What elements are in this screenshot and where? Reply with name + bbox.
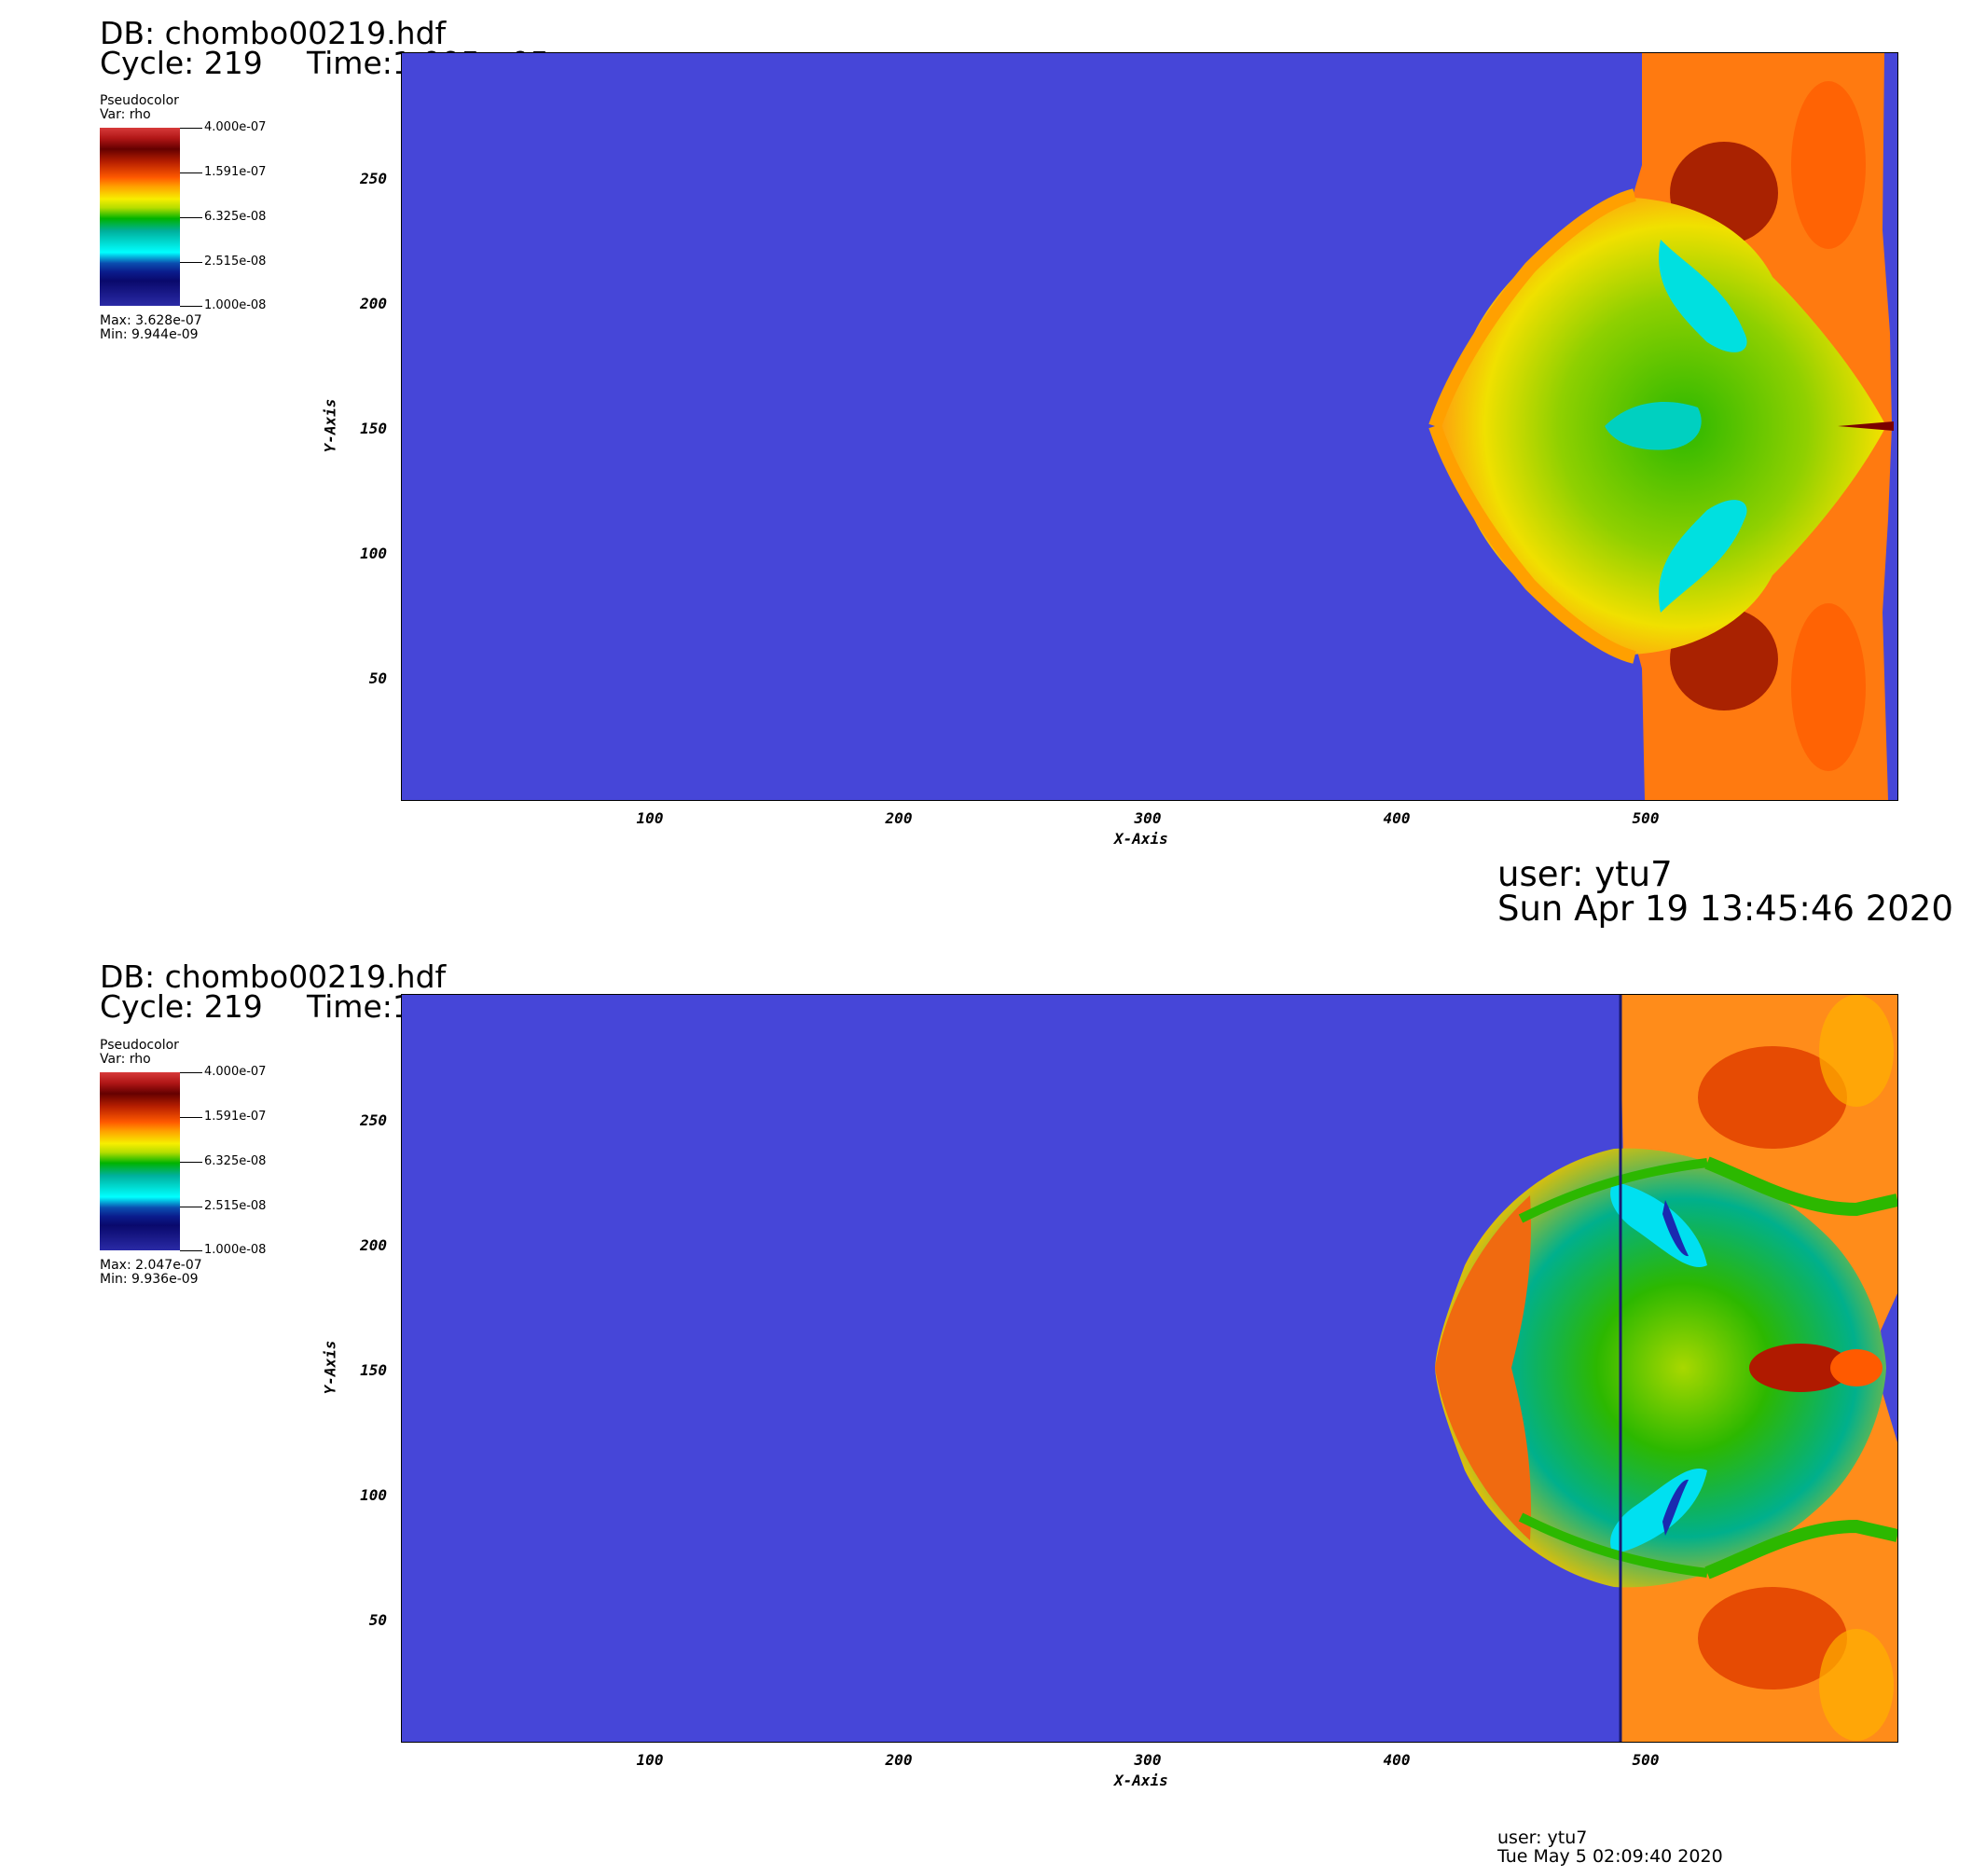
legend-min: Min: 9.936e-09 [100,1272,199,1287]
legend-max: Max: 2.047e-07 [100,1258,202,1273]
user-label: user: ytu7 [1497,854,1673,894]
legend-type: Pseudocolor [100,93,179,108]
x-tick-label: 200 [885,1751,913,1769]
y-tick-label: 100 [360,545,387,562]
colorbar-label: 4.000e-07 [204,120,267,134]
user-label: user: ytu7 [1497,1828,1588,1848]
legend-type: Pseudocolor [100,1038,179,1053]
x-tick-label: 100 [636,1751,664,1769]
colorbar-tick [180,1072,202,1073]
y-axis-label: Y-Axis [321,398,339,453]
colorbar-tick [180,1162,202,1163]
x-tick-label: 100 [636,809,664,827]
x-tick-label: 400 [1383,809,1411,827]
colorbar-label: 1.591e-07 [204,1110,267,1124]
colorbar-tick [180,306,202,307]
y-tick-label: 200 [360,1236,387,1254]
colorbar-label: 1.000e-08 [204,298,267,312]
x-tick-label: 500 [1632,809,1660,827]
legend-min: Min: 9.944e-09 [100,327,199,342]
y-tick-label: 100 [360,1486,387,1504]
colorbar-label: 2.515e-08 [204,1199,267,1213]
colorbar-label: 1.591e-07 [204,165,267,179]
legend-max: Max: 3.628e-07 [100,313,202,328]
db-title: DB: chombo00219.hdf [100,15,447,51]
density-field [402,995,1897,1742]
colorbar-tick [180,128,202,129]
colorbar-tick [180,262,202,263]
x-tick-label: 300 [1134,1751,1162,1769]
x-tick-label: 500 [1632,1751,1660,1769]
density-field [402,53,1897,800]
x-tick-label: 300 [1134,809,1162,827]
cycle-label: Cycle: 219 [100,45,263,81]
y-axis-label: Y-Axis [321,1340,339,1395]
pseudocolor-plot [401,52,1898,801]
date-label: Tue May 5 02:09:40 2020 [1497,1846,1723,1867]
plot-panel-1: DB: chombo00219.hdf Cycle: 219Time:1.095… [100,15,1953,929]
x-axis-label: X-Axis [1114,1772,1168,1789]
y-tick-label: 250 [360,170,387,187]
db-title: DB: chombo00219.hdf [100,959,447,995]
y-tick-label: 50 [368,1611,387,1629]
colorbar [100,1072,180,1250]
legend-var: Var: rho [100,107,151,122]
y-tick-label: 250 [360,1111,387,1129]
colorbar-tick [180,172,202,173]
x-tick-label: 400 [1383,1751,1411,1769]
colorbar-label: 6.325e-08 [204,1154,267,1168]
y-tick-label: 150 [360,420,387,437]
x-axis-label: X-Axis [1114,830,1168,848]
legend-var: Var: rho [100,1052,151,1067]
date-label: Sun Apr 19 13:45:46 2020 [1497,889,1953,929]
colorbar-tick [180,217,202,218]
pseudocolor-plot [401,994,1898,1743]
colorbar-tick [180,1250,202,1251]
colorbar-label: 1.000e-08 [204,1243,267,1257]
colorbar-label: 6.325e-08 [204,210,267,224]
y-tick-label: 150 [360,1361,387,1379]
y-tick-label: 50 [368,669,387,687]
colorbar-label: 2.515e-08 [204,255,267,269]
plot-panel-2: DB: chombo00219.hdf Cycle: 219Time:1.095… [0,942,1986,1876]
colorbar-tick [180,1117,202,1118]
y-tick-label: 200 [360,295,387,312]
x-tick-label: 200 [885,809,913,827]
cycle-label: Cycle: 219 [100,988,263,1025]
colorbar-label: 4.000e-07 [204,1065,267,1079]
colorbar [100,128,180,306]
